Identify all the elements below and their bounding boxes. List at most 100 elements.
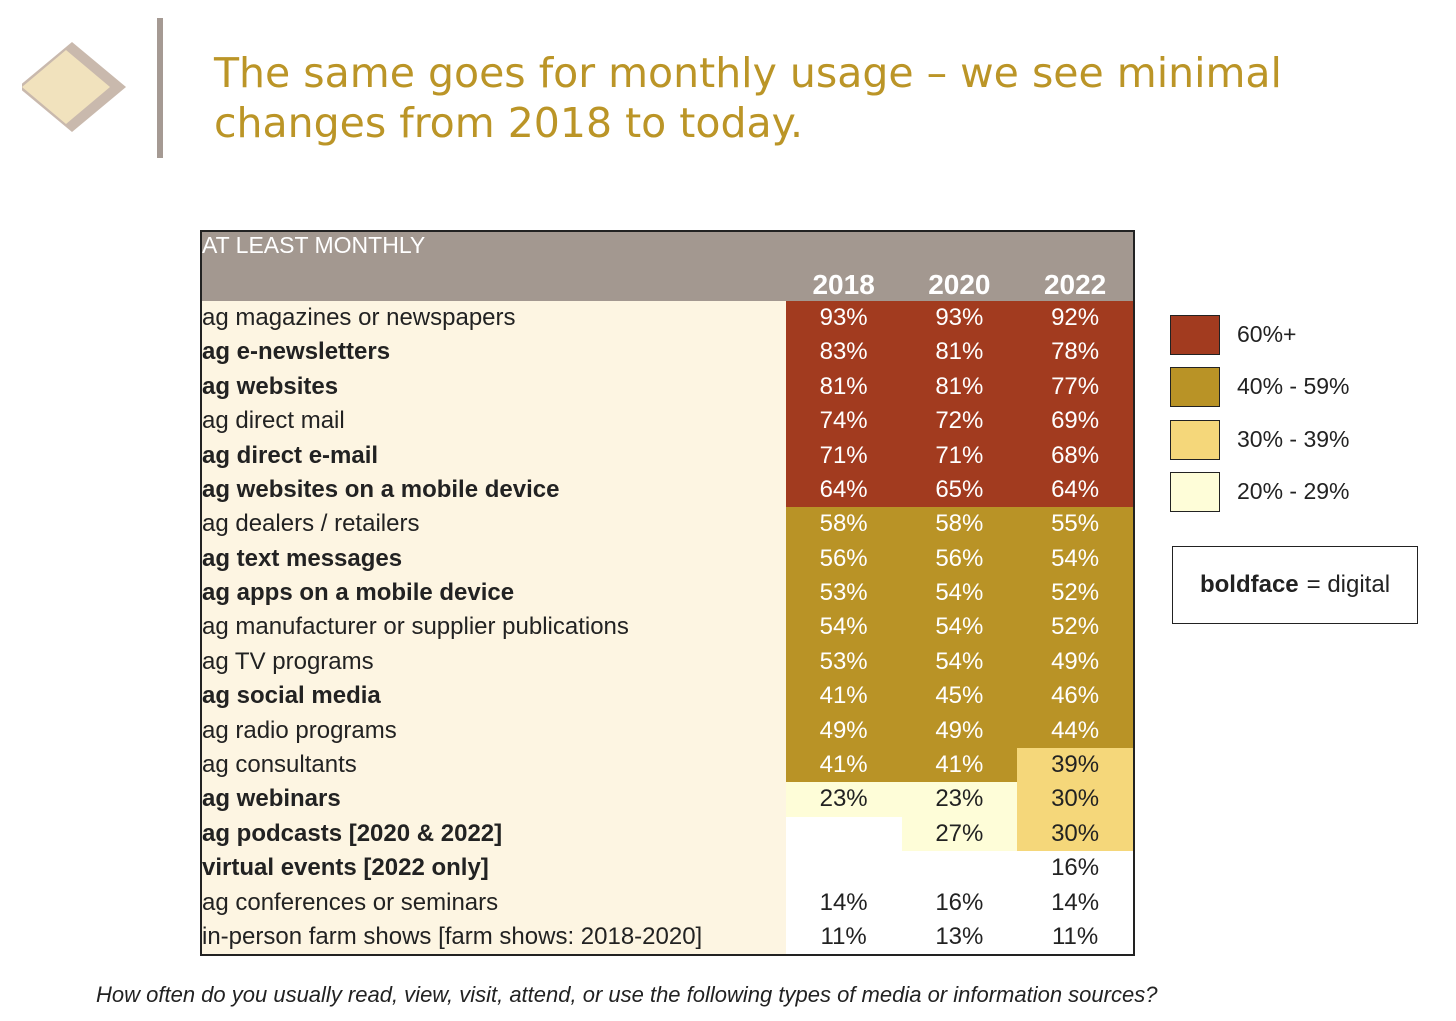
value-cell: 64% (1017, 472, 1134, 508)
value-cell: 23% (901, 782, 1018, 817)
row-label: ag social media (201, 679, 786, 714)
note-bold-text: boldface (1199, 571, 1299, 598)
legend-swatch (1170, 315, 1220, 355)
table-row: ag websites 81% 81% 77% (201, 369, 1134, 404)
year-header-row: 2018 2020 2022 (201, 266, 1134, 301)
value-cell: 23% (785, 782, 902, 817)
value-cell: 41% (785, 747, 902, 783)
row-label: ag TV programs (201, 644, 786, 680)
table-row: ag manufacturer or supplier publications… (201, 610, 1134, 645)
row-label: ag manufacturer or supplier publications (201, 610, 786, 645)
value-cell: 74% (785, 403, 902, 439)
row-label: ag podcasts [2020 & 2022] (201, 816, 786, 852)
value-cell: 58% (901, 507, 1018, 542)
row-label: ag conferences or seminars (201, 885, 786, 920)
value-cell: 14% (1017, 885, 1134, 920)
value-cell: 93% (901, 300, 1018, 336)
section-header-row: AT LEAST MONTHLY (201, 231, 1134, 267)
value-cell (785, 851, 902, 886)
value-cell: 81% (785, 369, 902, 404)
usage-table: AT LEAST MONTHLY 2018 2020 2022 ag magaz… (200, 230, 1135, 957)
table-row: ag websites on a mobile device 64% 65% 64% (201, 472, 1134, 508)
value-cell: 44% (1017, 713, 1134, 748)
table-row: ag conferences or seminars 14% 16% 14% (201, 885, 1134, 920)
value-cell: 77% (1017, 369, 1134, 404)
row-label: ag direct mail (201, 403, 786, 439)
legend-item-60-plus: 60%+ (1170, 315, 1430, 359)
value-cell: 27% (901, 816, 1018, 852)
logo-front-diamond (22, 50, 110, 124)
year-header-2022: 2022 (1017, 266, 1134, 301)
title-divider (157, 18, 163, 158)
value-cell: 46% (1017, 679, 1134, 714)
slide-title: The same goes for monthly usage – we see… (214, 49, 1282, 147)
legend-label: 60%+ (1237, 321, 1297, 347)
value-cell: 52% (1017, 610, 1134, 645)
table-row: ag podcasts [2020 & 2022] 27% 30% (201, 816, 1134, 852)
note-rest-text: = digital (1306, 571, 1391, 598)
legend-swatch (1170, 367, 1220, 407)
label-column-header (201, 266, 786, 301)
value-cell: 14% (785, 885, 902, 920)
legend-label: 30% - 39% (1237, 426, 1350, 452)
row-label: ag text messages (201, 541, 786, 576)
value-cell: 30% (1017, 782, 1134, 817)
value-cell (785, 816, 902, 852)
value-cell: 39% (1017, 747, 1134, 783)
value-cell: 54% (785, 610, 902, 645)
value-cell: 54% (1017, 541, 1134, 576)
value-cell: 58% (785, 507, 902, 542)
row-label: ag consultants (201, 747, 786, 783)
row-label: ag radio programs (201, 713, 786, 748)
table-row: ag TV programs 53% 54% 49% (201, 644, 1134, 680)
table-body: ag magazines or newspapers 93% 93% 92% ag e-… (201, 300, 1134, 956)
value-cell: 45% (901, 679, 1018, 714)
value-cell: 55% (1017, 507, 1134, 542)
row-label: ag magazines or newspapers (201, 300, 786, 336)
value-cell: 49% (901, 713, 1018, 748)
value-cell: 81% (901, 335, 1018, 370)
value-cell (901, 851, 1018, 886)
year-header-2018: 2018 (785, 266, 902, 301)
value-cell: 56% (785, 541, 902, 576)
row-label: ag websites on a mobile device (201, 472, 786, 508)
value-cell: 41% (901, 747, 1018, 783)
value-cell: 53% (785, 575, 902, 611)
value-cell: 49% (785, 713, 902, 748)
legend-swatch (1170, 420, 1220, 460)
value-cell: 49% (1017, 644, 1134, 680)
year-header-2020: 2020 (901, 266, 1018, 301)
value-cell: 41% (785, 679, 902, 714)
table-row: ag apps on a mobile device 53% 54% 52% (201, 575, 1134, 611)
diamond-logo-icon (22, 42, 126, 132)
row-label: ag webinars (201, 782, 786, 817)
value-cell: 11% (1017, 919, 1134, 956)
row-label: ag dealers / retailers (201, 507, 786, 542)
row-label: ag websites (201, 369, 786, 404)
value-cell: 30% (1017, 816, 1134, 852)
value-cell: 16% (901, 885, 1018, 920)
value-cell: 65% (901, 472, 1018, 508)
boldface-note: boldface = digital (1172, 546, 1418, 624)
value-cell: 13% (901, 919, 1018, 956)
value-cell: 78% (1017, 335, 1134, 370)
table-row: ag dealers / retailers 58% 58% 55% (201, 507, 1134, 542)
value-cell: 54% (901, 575, 1018, 611)
row-label: ag direct e-mail (201, 438, 786, 473)
value-cell: 81% (901, 369, 1018, 404)
table-row: in-person farm shows [farm shows: 2018-2… (201, 919, 1134, 956)
value-cell: 53% (785, 644, 902, 680)
table-row: ag text messages 56% 56% 54% (201, 541, 1134, 576)
table-row: ag magazines or newspapers 93% 93% 92% (201, 300, 1134, 336)
row-label: virtual events [2022 only] (201, 851, 786, 886)
row-label: in-person farm shows [farm shows: 2018-2… (201, 919, 786, 956)
survey-question: How often do you usually read, view, vis… (96, 982, 1158, 1007)
value-cell: 68% (1017, 438, 1134, 473)
table-row: ag webinars 23% 23% 30% (201, 782, 1134, 817)
legend-swatch (1170, 472, 1220, 512)
legend-label: 20% - 29% (1237, 478, 1350, 504)
value-cell: 92% (1017, 300, 1134, 336)
table-row: ag e-newsletters 83% 81% 78% (201, 335, 1134, 370)
value-cell: 93% (785, 300, 902, 336)
table-row: virtual events [2022 only] 16% (201, 851, 1134, 886)
